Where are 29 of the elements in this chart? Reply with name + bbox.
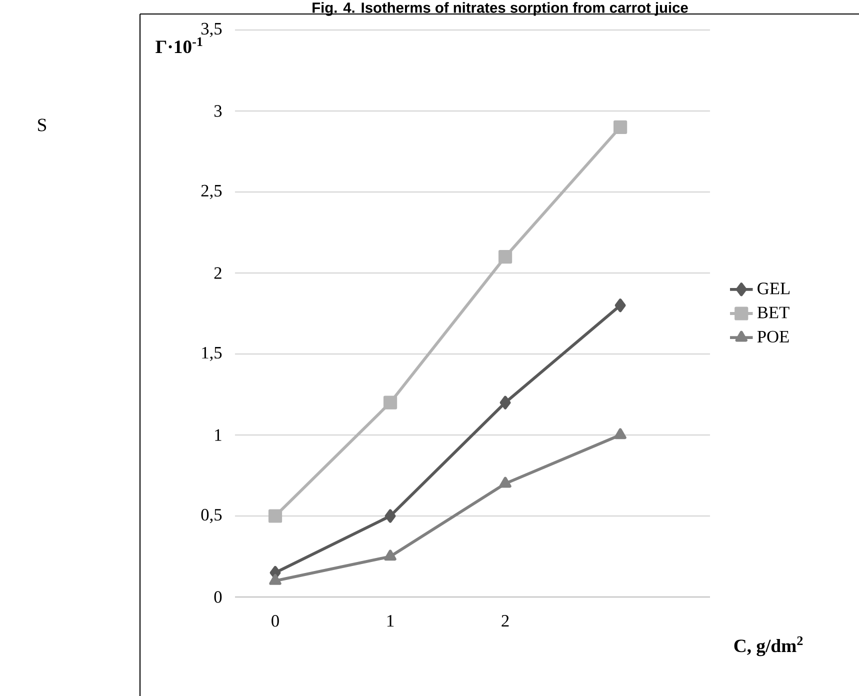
legend-label: POE <box>757 330 789 342</box>
point <box>499 476 512 488</box>
point <box>384 509 396 523</box>
point <box>383 396 398 410</box>
y-tick-label: 2 <box>214 267 222 279</box>
y-tick-label: 1,5 <box>202 346 222 362</box>
point <box>613 120 628 134</box>
x-tick-label: 1 <box>387 615 394 626</box>
point <box>384 550 396 561</box>
legend-label: BET <box>757 306 790 318</box>
y-tick-label: 3,5 <box>201 22 222 38</box>
point <box>268 509 282 523</box>
y-tick-label: 3 <box>214 105 222 117</box>
legend-label: GEL <box>758 282 790 294</box>
point <box>498 250 512 264</box>
y-tick-label: 2,5 <box>201 184 222 200</box>
y-tick-label: 0 <box>214 591 222 603</box>
y-tick-label: 1 <box>215 429 222 441</box>
x-axis-title: C, g/dm$^{2}$ <box>734 636 803 656</box>
point <box>614 298 626 312</box>
point <box>500 396 511 410</box>
x-tick-label: 2 <box>502 615 509 627</box>
x-tick-label: 0 <box>272 615 279 627</box>
y-tick-label: 0,5 <box>201 508 222 524</box>
text: S <box>38 118 46 132</box>
point <box>614 428 626 440</box>
point <box>269 574 282 585</box>
y-axis-title: Γ·10$^{-1}$ <box>156 37 202 54</box>
chart-title: Fig. 4. Isotherms of nitrates sorption from carrot juice <box>312 2 688 16</box>
